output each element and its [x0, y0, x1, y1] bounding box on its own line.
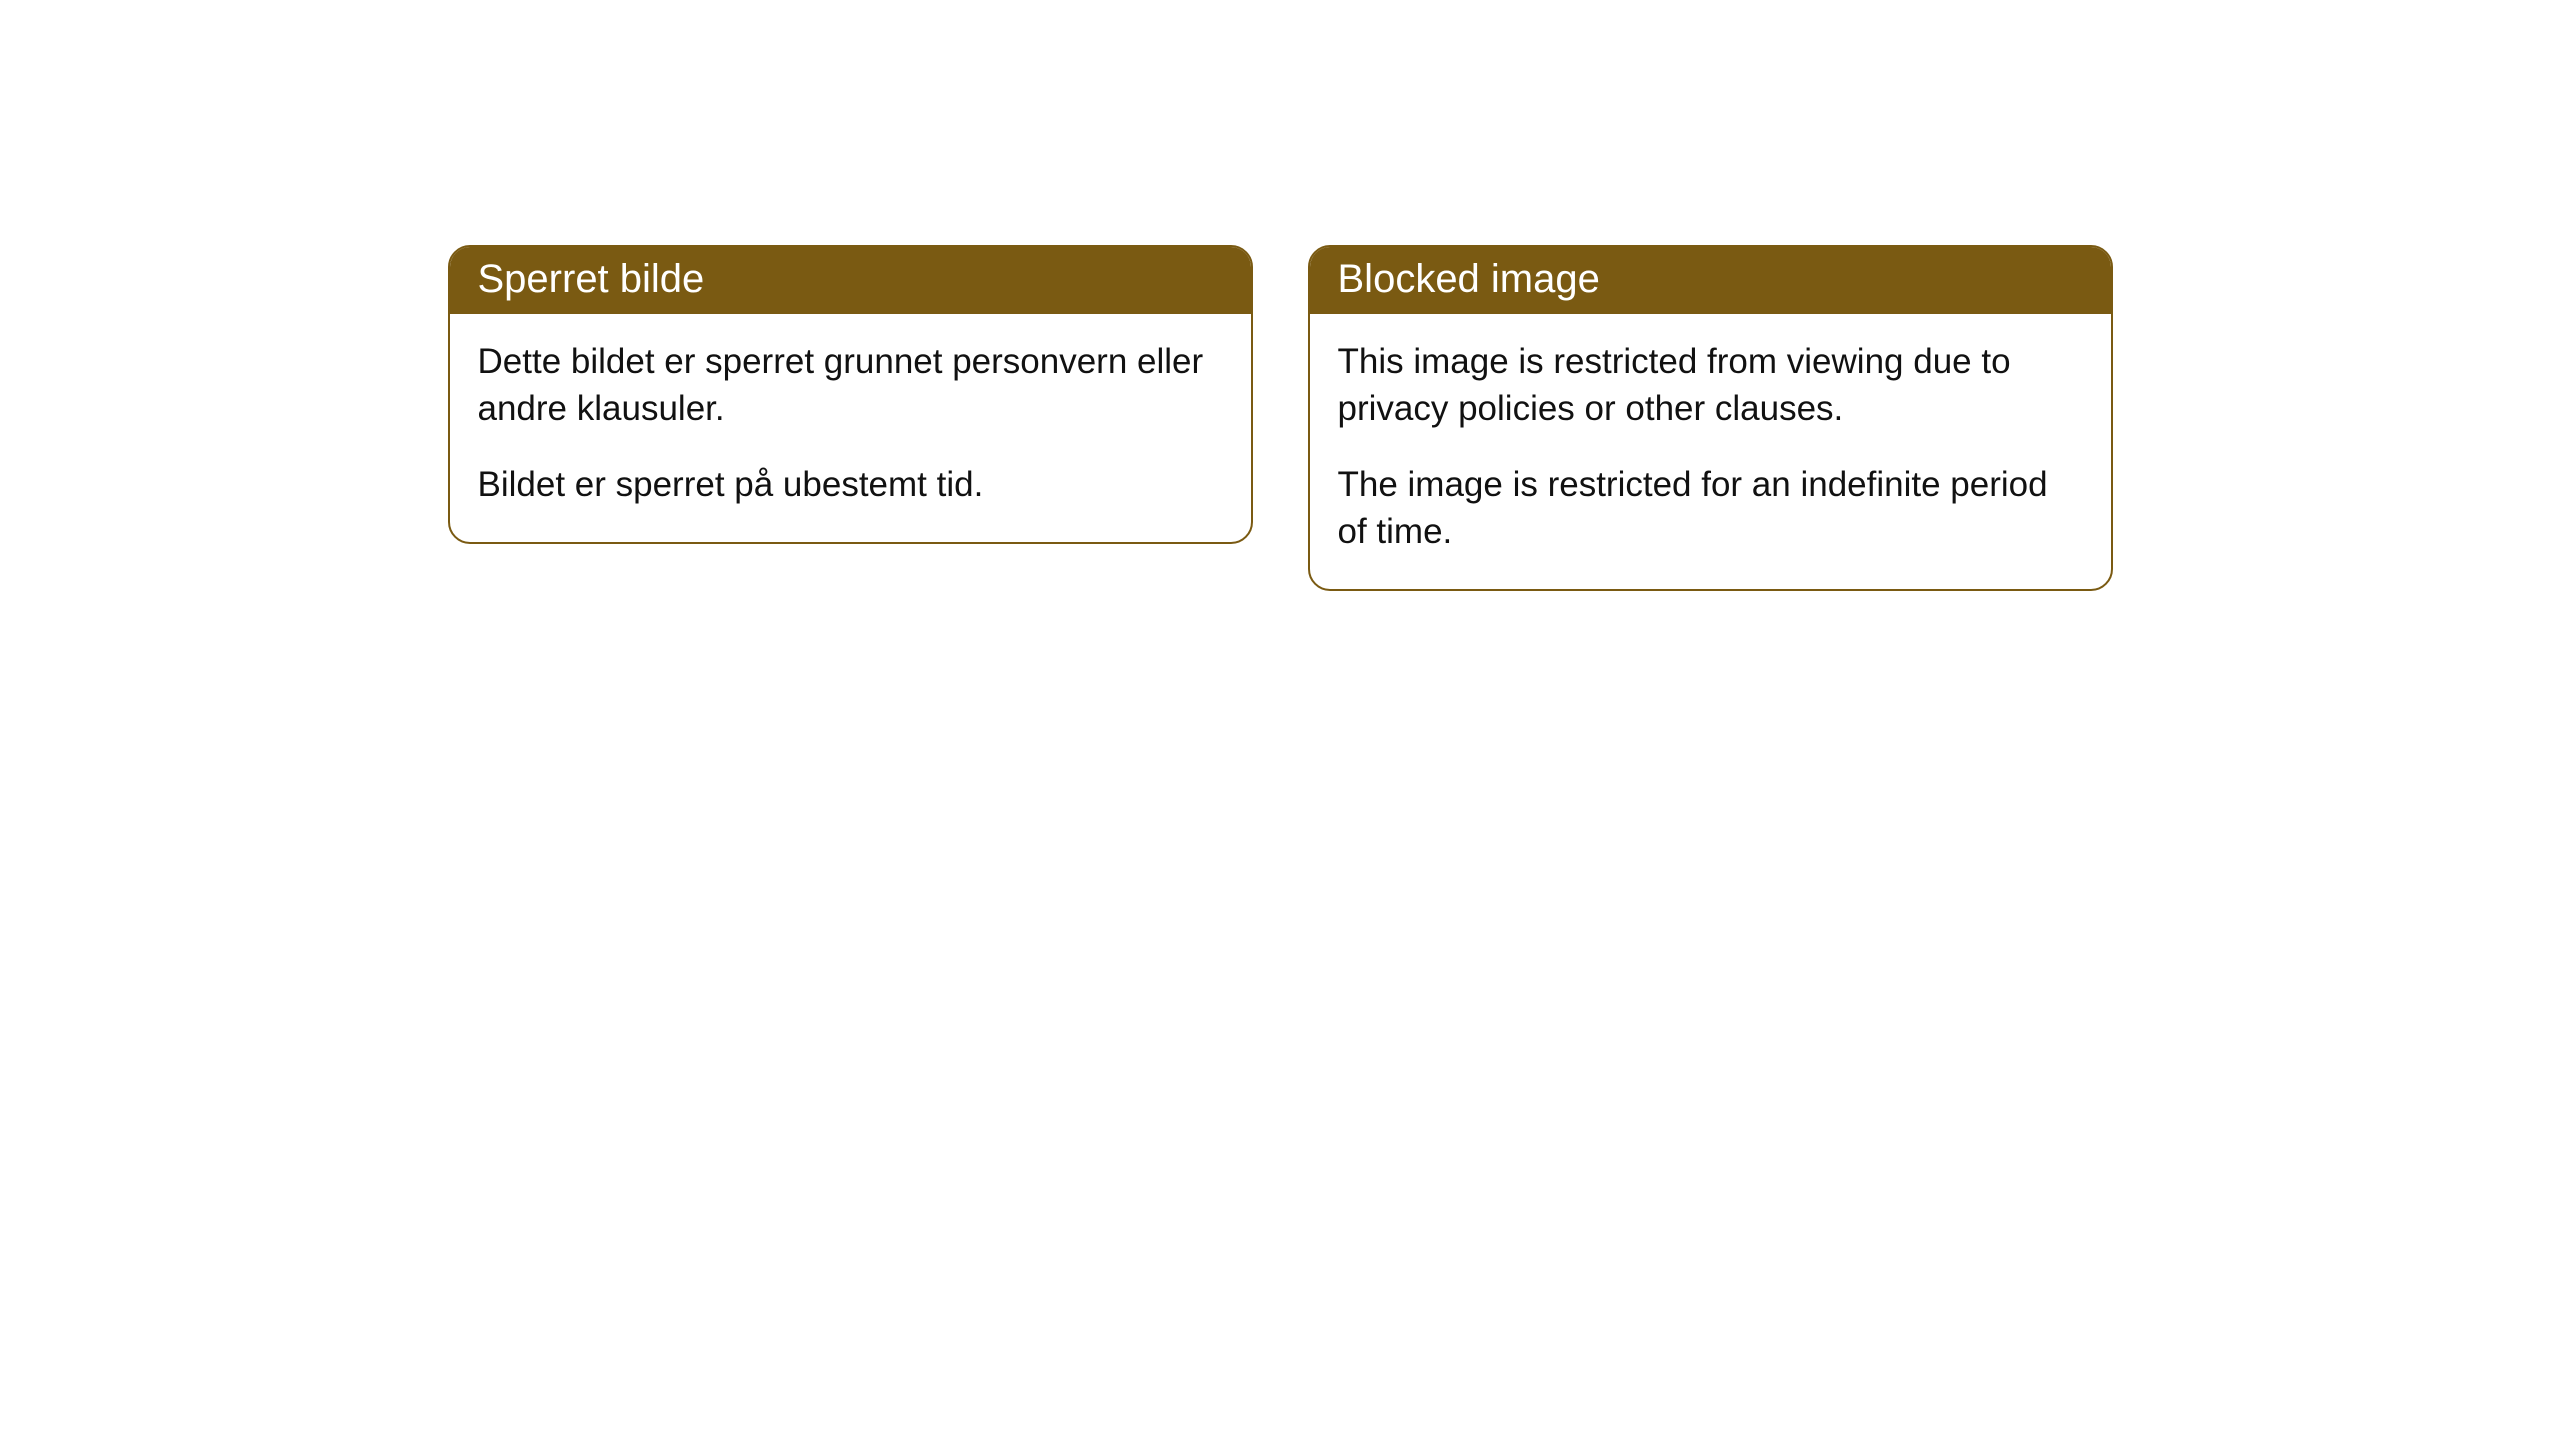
card-header: Sperret bilde [450, 247, 1251, 314]
card-header: Blocked image [1310, 247, 2111, 314]
notice-text-paragraph: This image is restricted from viewing du… [1338, 338, 2083, 433]
card-body: This image is restricted from viewing du… [1310, 314, 2111, 589]
notice-text-paragraph: Bildet er sperret på ubestemt tid. [478, 461, 1223, 508]
card-body: Dette bildet er sperret grunnet personve… [450, 314, 1251, 542]
notice-text-paragraph: The image is restricted for an indefinit… [1338, 461, 2083, 556]
notice-card-english: Blocked image This image is restricted f… [1308, 245, 2113, 591]
notice-card-norwegian: Sperret bilde Dette bildet er sperret gr… [448, 245, 1253, 544]
notice-text-paragraph: Dette bildet er sperret grunnet personve… [478, 338, 1223, 433]
notice-container: Sperret bilde Dette bildet er sperret gr… [448, 245, 2113, 1440]
